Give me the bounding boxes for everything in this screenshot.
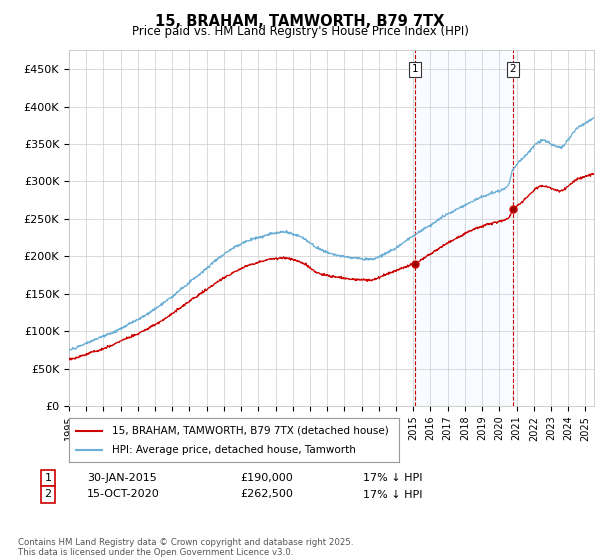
Text: 30-JAN-2015: 30-JAN-2015 (87, 473, 157, 483)
Text: Price paid vs. HM Land Registry's House Price Index (HPI): Price paid vs. HM Land Registry's House … (131, 25, 469, 38)
Text: Contains HM Land Registry data © Crown copyright and database right 2025.
This d: Contains HM Land Registry data © Crown c… (18, 538, 353, 557)
Text: HPI: Average price, detached house, Tamworth: HPI: Average price, detached house, Tamw… (112, 445, 356, 455)
Text: 1: 1 (412, 64, 418, 74)
Text: £262,500: £262,500 (240, 489, 293, 500)
Text: 15-OCT-2020: 15-OCT-2020 (87, 489, 160, 500)
Text: £190,000: £190,000 (240, 473, 293, 483)
Text: 17% ↓ HPI: 17% ↓ HPI (363, 473, 422, 483)
Text: 15, BRAHAM, TAMWORTH, B79 7TX (detached house): 15, BRAHAM, TAMWORTH, B79 7TX (detached … (112, 426, 389, 436)
Text: 15, BRAHAM, TAMWORTH, B79 7TX: 15, BRAHAM, TAMWORTH, B79 7TX (155, 14, 445, 29)
Text: 2: 2 (509, 64, 516, 74)
Bar (415, 50, 513, 406)
Text: 2: 2 (44, 489, 52, 500)
Text: 17% ↓ HPI: 17% ↓ HPI (363, 489, 422, 500)
Text: 1: 1 (44, 473, 52, 483)
